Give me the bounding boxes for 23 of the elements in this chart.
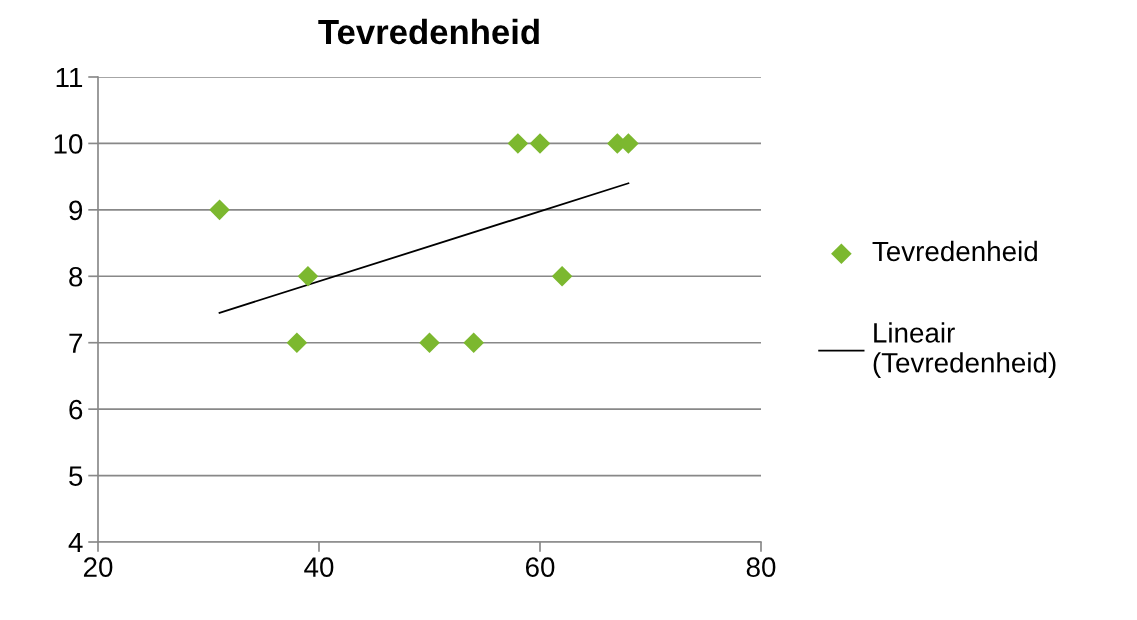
x-tick-label: 20 <box>83 557 113 577</box>
y-tick-label: 8 <box>69 266 83 287</box>
point <box>463 332 484 354</box>
chart-title: Tevredenheid <box>318 18 539 45</box>
legend-label: Lineair (Tevredenheid) <box>873 322 1056 379</box>
y-tick-label: 7 <box>69 333 83 353</box>
y-tick-label: 5 <box>69 466 83 486</box>
y-tick-label: 4 <box>68 532 83 553</box>
point <box>529 133 551 154</box>
point <box>297 265 319 287</box>
y-tick-label: 6 <box>69 399 83 420</box>
y-tick-label: 10 <box>54 134 83 154</box>
x-tick-label: 80 <box>746 557 776 577</box>
y-tick-label: 11 <box>56 67 83 88</box>
x-tick-label: 60 <box>525 557 555 577</box>
point <box>419 332 440 354</box>
x-tick-label: 40 <box>304 557 334 577</box>
point <box>286 332 308 354</box>
point <box>551 265 573 287</box>
point <box>209 199 230 221</box>
y-tick-label: 9 <box>69 200 83 221</box>
legend-label: Tevredenheid <box>872 240 1037 262</box>
point <box>507 133 529 154</box>
